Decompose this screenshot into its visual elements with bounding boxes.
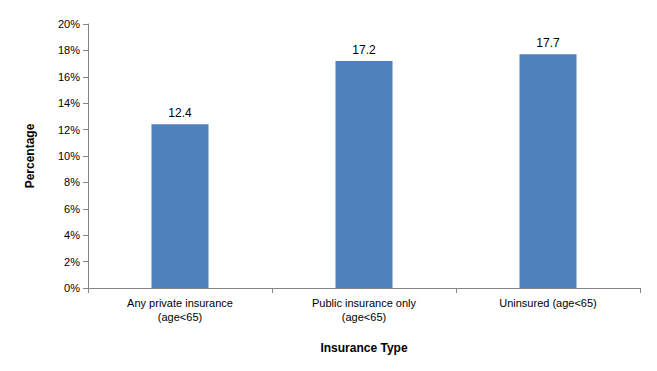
svg-text:Public insurance only: Public insurance only xyxy=(312,297,416,309)
svg-text:Any private insurance: Any private insurance xyxy=(127,297,233,309)
svg-text:14%: 14% xyxy=(58,97,80,109)
svg-text:16%: 16% xyxy=(58,71,80,83)
svg-text:18%: 18% xyxy=(58,44,80,56)
svg-text:2%: 2% xyxy=(64,256,80,268)
svg-text:Insurance Type: Insurance Type xyxy=(320,341,407,355)
svg-text:(age<65): (age<65) xyxy=(342,311,386,323)
svg-text:(age<65): (age<65) xyxy=(158,311,202,323)
svg-text:8%: 8% xyxy=(64,176,80,188)
svg-text:Percentage: Percentage xyxy=(23,123,37,188)
svg-text:12%: 12% xyxy=(58,124,80,136)
svg-text:Uninsured (age<65): Uninsured (age<65) xyxy=(499,297,597,309)
svg-text:17.7: 17.7 xyxy=(536,36,560,50)
svg-text:4%: 4% xyxy=(64,229,80,241)
svg-text:17.2: 17.2 xyxy=(352,43,376,57)
svg-text:12.4: 12.4 xyxy=(168,106,192,120)
svg-text:0%: 0% xyxy=(64,282,80,294)
svg-text:10%: 10% xyxy=(58,150,80,162)
svg-text:20%: 20% xyxy=(58,18,80,30)
svg-text:6%: 6% xyxy=(64,203,80,215)
